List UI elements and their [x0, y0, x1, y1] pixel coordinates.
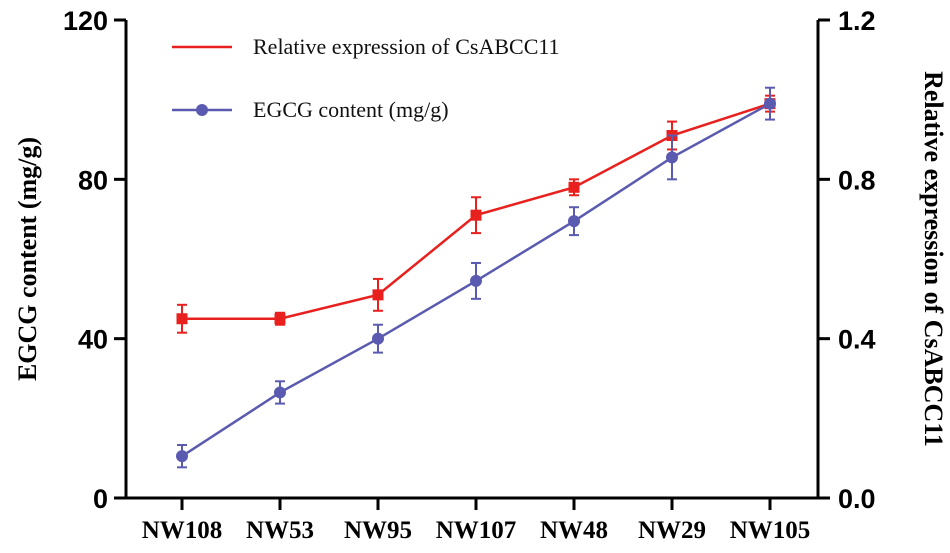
right-axis-title: Relative expression of CsABCC11 [919, 71, 948, 447]
left-tick-label: 40 [78, 325, 108, 355]
x-tick-label: NW29 [638, 517, 706, 544]
data-point-circle [176, 450, 188, 463]
right-tick-label: 0.8 [838, 165, 876, 195]
data-point-circle [372, 332, 384, 345]
x-tick-label: NW95 [344, 517, 412, 544]
data-point-square [470, 209, 482, 221]
x-tick-label: NW48 [540, 517, 608, 544]
legend-item: EGCG content (mg/g) [172, 97, 449, 122]
x-tick-label: NW107 [436, 517, 517, 544]
right-tick-label: 0.0 [838, 484, 876, 514]
data-point-square [372, 289, 384, 301]
legend-label: EGCG content (mg/g) [253, 97, 449, 122]
right-tick-label: 0.4 [838, 325, 876, 355]
data-point-circle [568, 215, 580, 228]
data-point-circle [470, 274, 482, 287]
series-layer [176, 86, 776, 469]
x-tick-label: NW105 [730, 517, 811, 544]
axes: 0 40 80 120 0.0 0.4 0.8 1.2 NW108 NW53 NW95 NW107 NW… [13, 6, 948, 544]
legend-label: Relative expression of CsABCC11 [253, 34, 560, 59]
left-tick-label: 0 [93, 484, 108, 514]
left-tick-label: 120 [63, 6, 108, 36]
data-point-circle [666, 151, 678, 164]
left-tick-label: 80 [78, 165, 108, 195]
series-egcg [176, 86, 776, 469]
legend-item: Relative expression of CsABCC11 [172, 34, 560, 59]
data-point-square [274, 313, 286, 325]
data-point-circle [764, 97, 776, 110]
data-point-square [568, 181, 580, 193]
legend-swatch-marker [196, 104, 208, 116]
left-axis-title: EGCG content (mg/g) [13, 137, 42, 381]
data-point-square [176, 313, 188, 325]
x-tick-label: NW53 [246, 517, 314, 544]
data-point-circle [274, 386, 286, 399]
x-tick-label: NW108 [142, 517, 223, 544]
right-tick-label: 1.2 [838, 6, 876, 36]
legend: Relative expression of CsABCC11 EGCG cont… [172, 34, 560, 122]
